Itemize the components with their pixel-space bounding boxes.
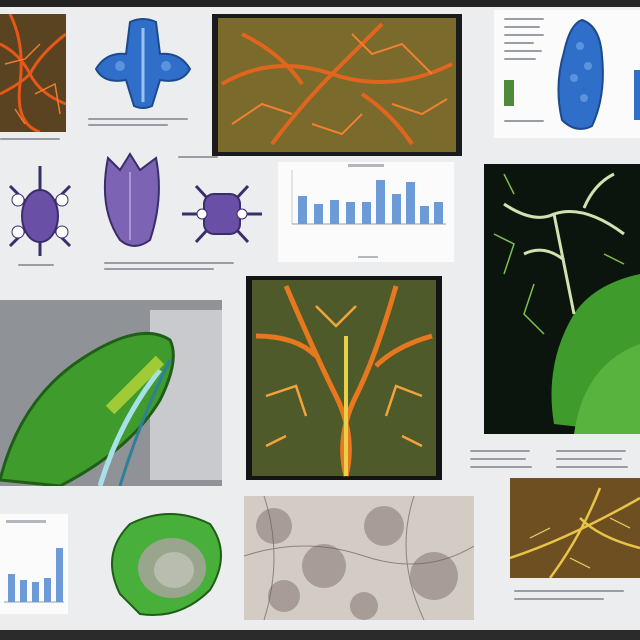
gray-texture-pattern — [244, 496, 474, 620]
text-block-right — [466, 448, 640, 480]
caption-line — [88, 124, 168, 126]
caption-line — [178, 156, 218, 158]
orange-network-image-tl — [0, 14, 66, 132]
orange-vessel-network-large — [212, 14, 462, 156]
caption-line — [104, 262, 234, 264]
green-organ-image-gray — [0, 300, 222, 486]
bar-chart-thumbnail-bottom — [0, 514, 68, 614]
document-blue-organ — [494, 10, 640, 138]
caption-line — [514, 598, 604, 600]
orange-vessel-network-center — [246, 276, 442, 480]
caption-line — [514, 590, 624, 592]
caption-line — [18, 264, 54, 266]
purple-organ-image-3 — [182, 176, 262, 252]
purple-organ-image-2 — [94, 148, 168, 254]
green-vein-network-dark — [484, 164, 640, 434]
caption-line — [104, 268, 214, 270]
bottom-edge — [0, 630, 640, 640]
blue-organ-image — [90, 14, 196, 114]
green-disc-organ — [100, 504, 232, 622]
purple-organ-image-1 — [0, 156, 80, 268]
yellow-vein-image-br — [510, 478, 640, 578]
caption-line — [88, 118, 188, 120]
top-edge — [0, 0, 640, 7]
bar-chart-thumbnail-top — [278, 162, 454, 262]
caption-line — [0, 138, 60, 140]
